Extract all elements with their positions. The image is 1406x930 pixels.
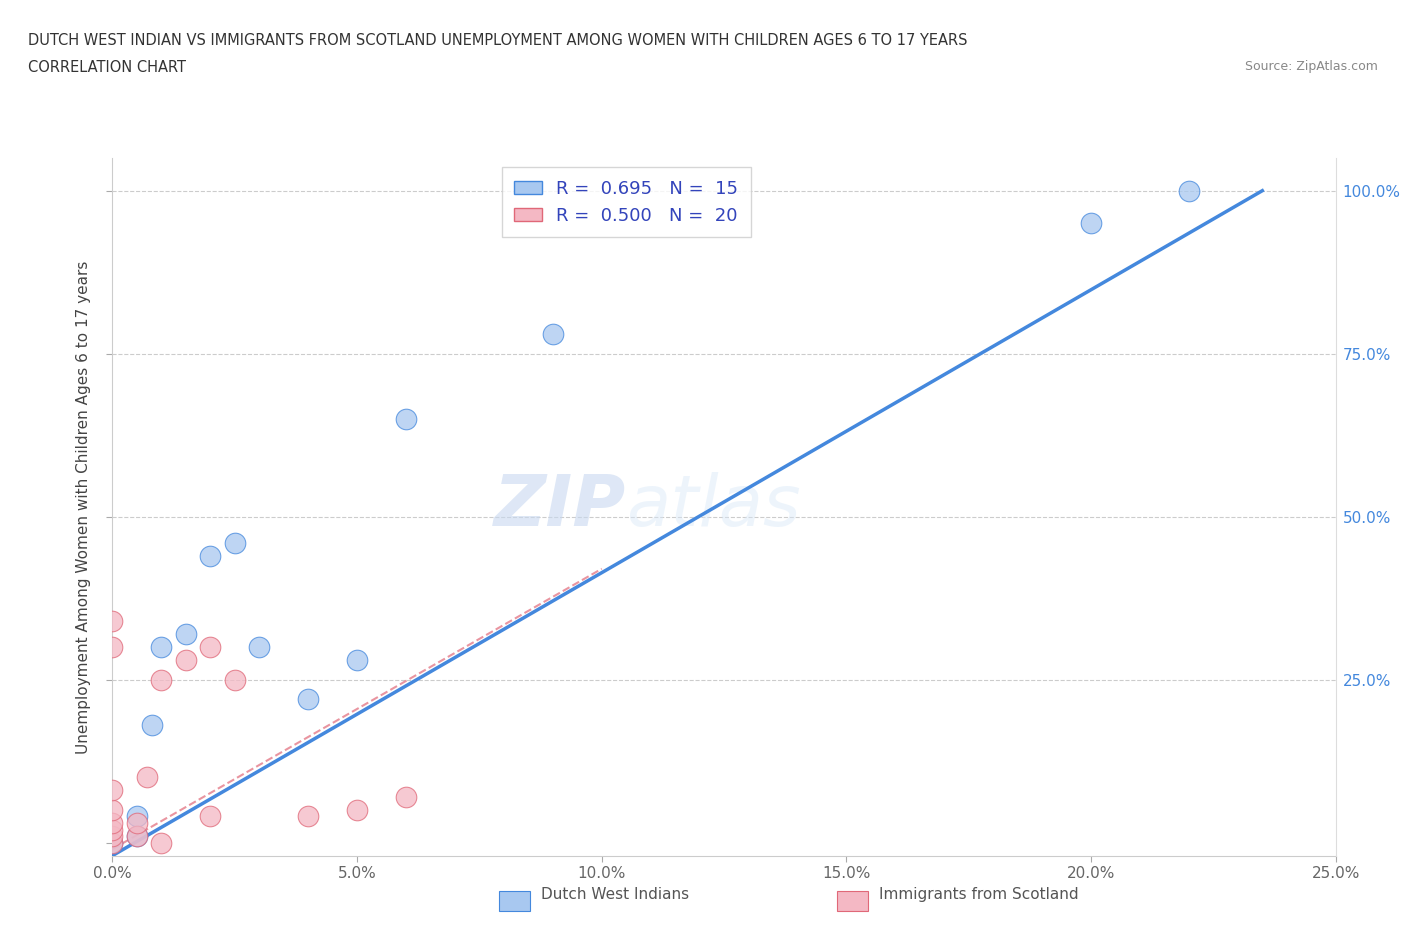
Point bbox=[541, 326, 564, 341]
Point bbox=[101, 835, 124, 850]
Point bbox=[125, 809, 148, 824]
Point bbox=[346, 653, 368, 668]
Text: atlas: atlas bbox=[626, 472, 801, 541]
Legend: R =  0.695   N =  15, R =  0.500   N =  20: R = 0.695 N = 15, R = 0.500 N = 20 bbox=[502, 167, 751, 237]
Point bbox=[150, 640, 173, 655]
Point bbox=[101, 783, 124, 798]
Point bbox=[1080, 216, 1102, 231]
Point bbox=[101, 816, 124, 830]
Point bbox=[224, 536, 246, 551]
Point bbox=[346, 803, 368, 817]
Point bbox=[125, 829, 148, 844]
Point bbox=[395, 790, 418, 804]
Point bbox=[150, 672, 173, 687]
Text: ZIP: ZIP bbox=[494, 472, 626, 541]
Text: Source: ZipAtlas.com: Source: ZipAtlas.com bbox=[1244, 60, 1378, 73]
Point bbox=[141, 718, 163, 733]
Point bbox=[297, 692, 319, 707]
Point bbox=[174, 653, 197, 668]
Point bbox=[125, 816, 148, 830]
Point bbox=[297, 809, 319, 824]
Y-axis label: Unemployment Among Women with Children Ages 6 to 17 years: Unemployment Among Women with Children A… bbox=[76, 260, 91, 753]
Point bbox=[125, 829, 148, 844]
Point bbox=[174, 627, 197, 642]
Point bbox=[101, 640, 124, 655]
Point bbox=[200, 549, 222, 564]
Point bbox=[395, 411, 418, 426]
Point bbox=[101, 614, 124, 629]
Point bbox=[101, 829, 124, 844]
Text: CORRELATION CHART: CORRELATION CHART bbox=[28, 60, 186, 75]
Point bbox=[200, 809, 222, 824]
Point bbox=[135, 770, 157, 785]
Text: Dutch West Indians: Dutch West Indians bbox=[541, 887, 689, 902]
Point bbox=[101, 835, 124, 850]
Point bbox=[101, 803, 124, 817]
Text: Immigrants from Scotland: Immigrants from Scotland bbox=[879, 887, 1078, 902]
Point bbox=[150, 835, 173, 850]
Point bbox=[224, 672, 246, 687]
Point bbox=[1178, 183, 1201, 198]
Text: DUTCH WEST INDIAN VS IMMIGRANTS FROM SCOTLAND UNEMPLOYMENT AMONG WOMEN WITH CHIL: DUTCH WEST INDIAN VS IMMIGRANTS FROM SCO… bbox=[28, 33, 967, 47]
Point bbox=[200, 640, 222, 655]
Point bbox=[101, 822, 124, 837]
Point bbox=[247, 640, 270, 655]
